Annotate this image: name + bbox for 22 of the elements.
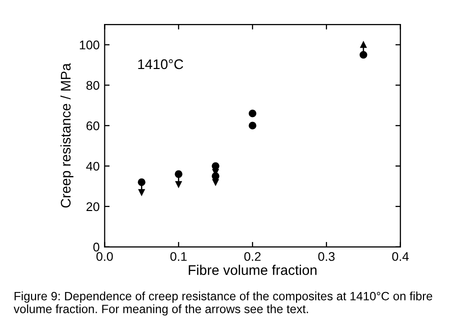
caption: Figure 9: Dependence of creep resistance of the composites at 1410°C on fibre volume fraction. For meaning of the arrows see the text. xyxy=(14,292,432,316)
y-tick-label: 0 xyxy=(93,242,100,252)
x-tick-label: 0.4 xyxy=(392,252,409,261)
point xyxy=(212,172,220,180)
y-tick-label: 20 xyxy=(86,202,100,212)
point xyxy=(212,162,220,170)
x-tick-label: 0.2 xyxy=(244,252,261,261)
x-tick-label: 0.1 xyxy=(170,252,187,261)
annotation: 1410°C xyxy=(138,59,184,70)
y-tick-label: 40 xyxy=(86,162,100,171)
y-tick-label: 100 xyxy=(80,40,100,50)
y-tick-label: 60 xyxy=(86,121,100,130)
x-tick-label: 0.0 xyxy=(96,252,113,261)
point xyxy=(360,51,368,59)
x-axis-title: Fibre volume fraction xyxy=(188,264,316,275)
point xyxy=(248,122,256,130)
y-axis-title: Creep resistance / MPa xyxy=(60,63,74,208)
point xyxy=(138,178,146,186)
point xyxy=(174,170,182,178)
x-tick-label: 0.3 xyxy=(318,252,335,261)
y-tick-label: 80 xyxy=(86,80,100,90)
point xyxy=(248,110,256,118)
